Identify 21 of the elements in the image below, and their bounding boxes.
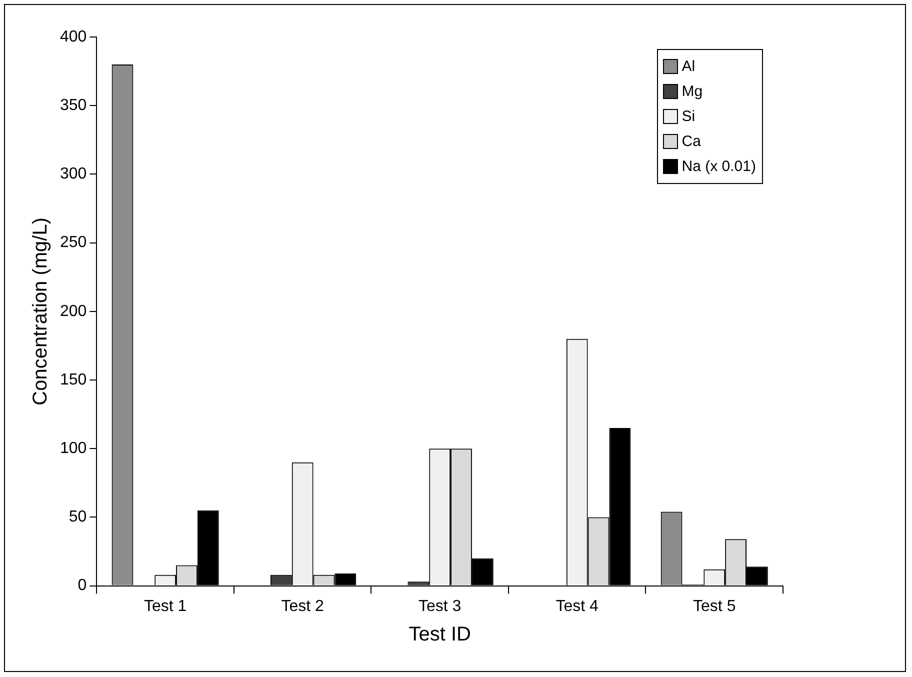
x-tick-label: Test 2 — [281, 598, 324, 615]
y-tick-label: 0 — [78, 577, 87, 594]
y-tick-label: 400 — [60, 28, 87, 46]
legend-label: Ca — [682, 133, 701, 150]
y-tick-label: 100 — [60, 440, 87, 458]
x-tick-label: Test 3 — [418, 598, 462, 615]
y-tick-label: 250 — [60, 234, 87, 252]
y-tick-label: 350 — [60, 97, 87, 114]
x-tick-label: Test 4 — [556, 598, 599, 615]
y-tick-label: 50 — [68, 508, 87, 526]
legend-label: Mg — [682, 83, 703, 100]
x-tick-label: Test 1 — [144, 598, 187, 615]
y-tick-label: 300 — [60, 166, 87, 183]
y-tick-label: 200 — [60, 302, 87, 320]
x-tick-label: Test 5 — [693, 598, 736, 615]
y-tick-label: 150 — [60, 371, 87, 388]
y-axis-title: Concentration (mg/L) — [30, 217, 52, 406]
legend-label: Na (x 0.01) — [682, 158, 756, 175]
legend-label: Al — [682, 58, 696, 75]
x-axis-title: Test ID — [408, 624, 471, 646]
legend-label: Si — [682, 108, 696, 125]
